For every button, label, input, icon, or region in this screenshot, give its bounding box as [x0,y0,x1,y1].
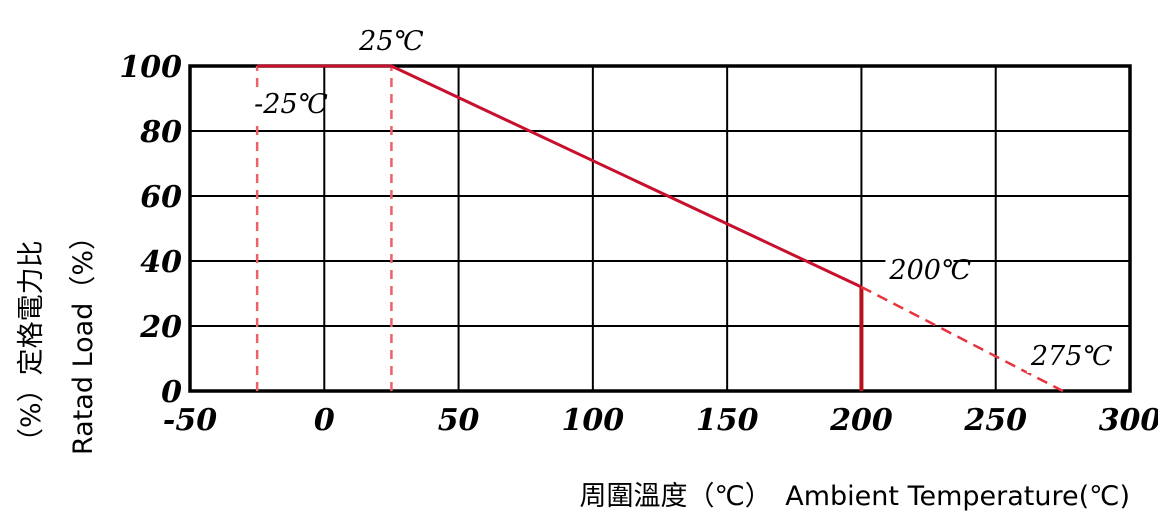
plot-frame [188,64,1132,393]
series-line [860,285,1064,393]
x-tick-label: -50 [163,403,217,438]
x-tick-label: 300 [1099,403,1158,438]
annotation-label: 25℃ [358,26,424,57]
annotation-background [1026,339,1095,373]
y-axis-label-en: Ratad Load（%） [68,223,99,455]
annotation-label: 275℃ [1030,341,1113,372]
annotation-layer: 25℃ -25℃ 200℃ 275℃ [250,24,1113,373]
series-line [257,64,863,289]
y-tick-label: 0 [161,375,182,410]
x-tick-label: 200 [829,403,893,438]
x-tick-label: 0 [314,403,335,438]
annotation-label: 200℃ [888,255,971,286]
x-axis-label: 周圍溫度（℃） Ambient Temperature(℃) [579,481,1130,512]
y-tick-label: 60 [140,180,182,215]
annotation-background [250,87,319,121]
y-tick-label: 40 [140,245,182,280]
y-tick-label: 20 [139,310,182,345]
y-tick-label: 80 [139,115,182,150]
annotation-background [885,253,954,287]
annotation-background [364,24,418,58]
x-tick-label: 50 [438,403,480,438]
x-tick-label: 150 [696,403,759,438]
y-axis-label-zh: （%）定格電力比 [16,240,47,455]
annotation-label: -25℃ [254,89,328,120]
x-tick-label: 250 [963,403,1027,438]
series-layer [255,64,1064,393]
grid [188,64,1132,393]
x-tick-label: 100 [562,403,625,438]
y-tick-label: 100 [119,50,182,85]
